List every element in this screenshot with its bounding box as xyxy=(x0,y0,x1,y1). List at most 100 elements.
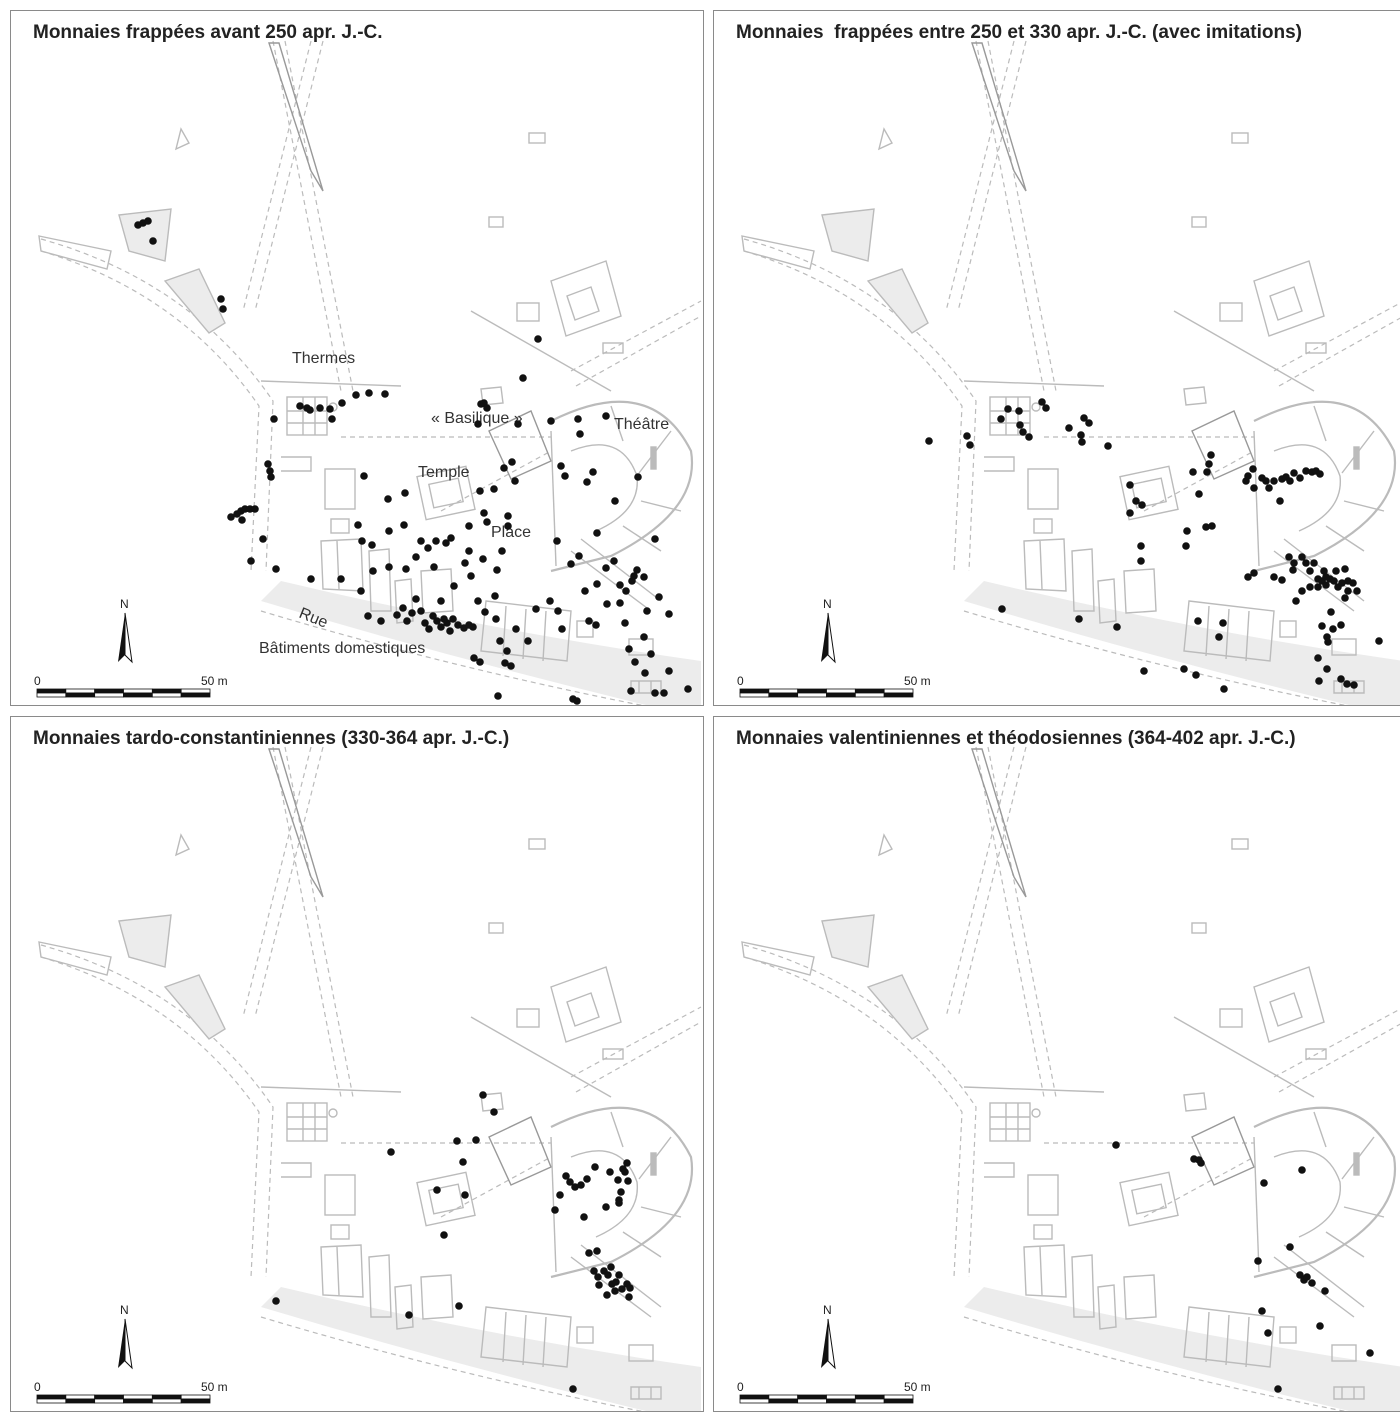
scale-segment xyxy=(854,692,885,698)
north-arrow-left-icon xyxy=(118,1319,125,1368)
coin-find-dot xyxy=(1322,573,1330,581)
coin-find-dot xyxy=(573,697,581,705)
scale-segment xyxy=(65,1398,96,1404)
coin-find-dot xyxy=(615,1271,623,1279)
scale-segment xyxy=(180,1394,211,1400)
coin-find-dot xyxy=(618,1285,626,1293)
scale-bar: 0 50 m xyxy=(737,1380,931,1404)
site-map: Thermes« Basilique » ThéâtreTemplePlaceRu… xyxy=(34,40,702,705)
coin-find-dot xyxy=(1258,1307,1266,1315)
coin-find-dot xyxy=(554,607,562,615)
map-panel-250-330: Monnaies frappées entre 250 et 330 apr. … xyxy=(713,10,1400,706)
coin-find-dot xyxy=(1244,472,1252,480)
coin-find-dot xyxy=(365,389,373,397)
coin-find-dot xyxy=(490,485,498,493)
scale-zero-label: 0 xyxy=(34,1380,41,1394)
coin-find-dot xyxy=(1337,621,1345,629)
panel-title: Monnaies frappées avant 250 apr. J.-C. xyxy=(33,22,383,43)
scale-segment xyxy=(797,1398,827,1404)
coin-find-dot xyxy=(296,402,304,410)
coin-find-dot xyxy=(1278,576,1286,584)
coin-find-dot xyxy=(442,539,450,547)
coin-find-dot xyxy=(1316,1322,1324,1330)
coin-find-dot xyxy=(925,437,933,445)
scale-segment xyxy=(36,1398,67,1404)
coin-find-dot xyxy=(1332,567,1340,575)
coin-find-dot xyxy=(1182,542,1190,550)
scale-segment xyxy=(36,688,67,694)
scale-segment xyxy=(36,692,67,698)
coin-find-dot xyxy=(1244,573,1252,581)
label-batiments: Bâtiments domestiques xyxy=(259,640,425,657)
scale-segment xyxy=(94,1398,124,1404)
coin-find-dot xyxy=(583,478,591,486)
scale-segment xyxy=(36,1394,67,1400)
coin-find-dot xyxy=(479,1091,487,1099)
map-panel-before-250: Monnaies frappées avant 250 apr. J.-C. T… xyxy=(10,10,704,706)
north-arrow-left-icon xyxy=(821,613,828,662)
coin-find-dot xyxy=(610,557,618,565)
coin-find-dot xyxy=(247,557,255,565)
coin-find-dot xyxy=(1132,497,1140,505)
coin-find-dot xyxy=(575,552,583,560)
coin-find-dot xyxy=(640,573,648,581)
scale-segment xyxy=(768,1394,799,1400)
coin-find-dot xyxy=(1137,542,1145,550)
coin-find-dot xyxy=(998,605,1006,613)
north-arrow-left-icon xyxy=(821,1319,828,1368)
coin-find-dot xyxy=(272,1297,280,1305)
coin-find-dot xyxy=(1298,587,1306,595)
coin-find-dot xyxy=(1314,583,1322,591)
coin-find-dot xyxy=(337,575,345,583)
coin-find-dot xyxy=(616,599,624,607)
coin-find-dot xyxy=(571,1183,579,1191)
coin-find-dot xyxy=(364,612,372,620)
label-thermes: Thermes xyxy=(292,350,355,367)
coin-find-dot xyxy=(238,516,246,524)
coin-find-dot xyxy=(1302,467,1310,475)
coin-find-dot xyxy=(498,547,506,555)
coin-find-dot xyxy=(1080,414,1088,422)
scale-segment xyxy=(768,692,799,698)
scale-segment xyxy=(883,1394,914,1400)
coin-find-dot xyxy=(626,1284,634,1292)
coin-find-dot xyxy=(465,547,473,555)
coin-find-dot xyxy=(503,647,511,655)
coin-find-dot xyxy=(1306,583,1314,591)
label-place: Place xyxy=(491,524,531,541)
coin-find-dot xyxy=(465,522,473,530)
coin-find-dot xyxy=(476,487,484,495)
coin-find-dot xyxy=(1366,1349,1374,1357)
coin-find-dot xyxy=(377,617,385,625)
coin-find-dot xyxy=(1329,625,1337,633)
coin-find-dot xyxy=(474,597,482,605)
coin-find-dot xyxy=(557,462,565,470)
coin-find-dot xyxy=(504,512,512,520)
coin-find-dot xyxy=(625,1293,633,1301)
coin-find-dot xyxy=(227,513,235,521)
coin-find-dot xyxy=(384,495,392,503)
scale-segment xyxy=(180,1398,211,1404)
coin-find-dot xyxy=(1270,573,1278,581)
coin-find-dot xyxy=(1298,553,1306,561)
coin-find-dot xyxy=(546,597,554,605)
coin-find-dot xyxy=(455,1302,463,1310)
coin-find-dot xyxy=(401,489,409,497)
coin-find-dot xyxy=(590,1267,598,1275)
north-arrow-right-icon xyxy=(827,1318,836,1370)
coin-find-dot xyxy=(592,621,600,629)
north-arrow-left-icon xyxy=(118,613,125,662)
panel-title: Monnaies frappées entre 250 et 330 apr. … xyxy=(736,22,1302,43)
scale-end-label: 50 m xyxy=(904,674,931,688)
scale-segment xyxy=(826,1394,856,1400)
coin-find-dot xyxy=(432,537,440,545)
site-map: N 0 50 m xyxy=(34,746,702,1411)
scale-segment xyxy=(739,688,770,694)
coin-find-dot xyxy=(1205,460,1213,468)
coin-find-dot xyxy=(625,645,633,653)
coin-find-dot xyxy=(470,654,478,662)
coin-find-dot xyxy=(400,521,408,529)
coin-find-dot xyxy=(1140,667,1148,675)
coin-find-dot xyxy=(450,582,458,590)
coin-find-dot xyxy=(454,621,462,629)
